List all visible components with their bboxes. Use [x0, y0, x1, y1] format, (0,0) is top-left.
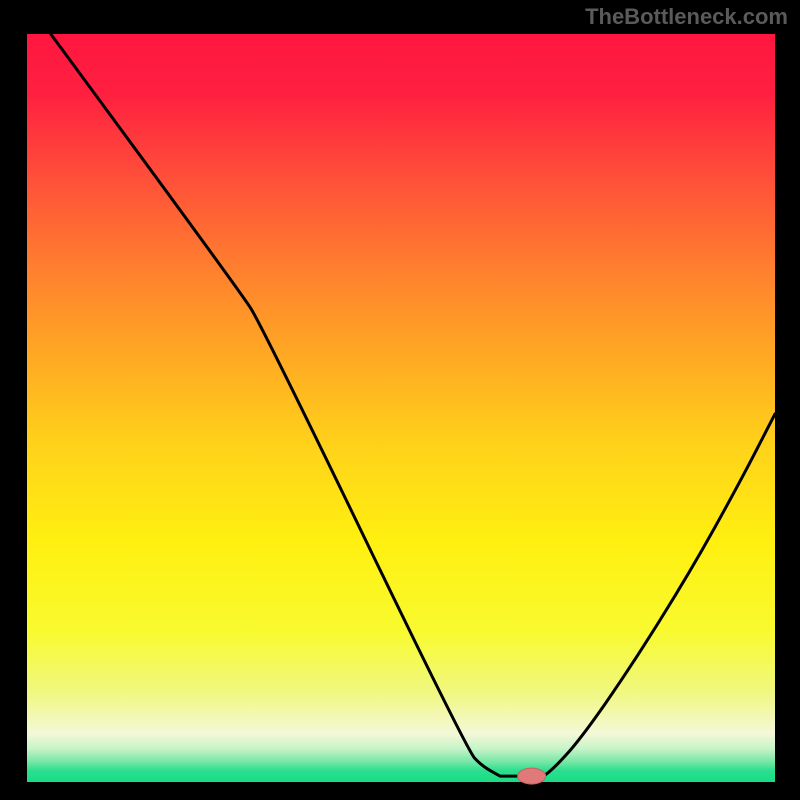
chart-stage: TheBottleneck.com — [0, 0, 800, 800]
bottleneck-curve-svg — [27, 34, 775, 782]
watermark-text: TheBottleneck.com — [585, 4, 788, 30]
optimal-marker — [518, 768, 546, 784]
plot-frame — [23, 30, 779, 786]
bottleneck-curve-path — [51, 34, 775, 776]
